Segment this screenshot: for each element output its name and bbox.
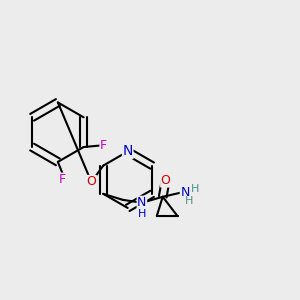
Text: H: H [185,196,193,206]
Text: O: O [161,174,171,187]
Text: F: F [100,139,107,152]
Text: H: H [190,184,199,194]
Text: O: O [86,176,96,188]
Text: N: N [137,196,147,209]
Text: N: N [122,145,133,158]
Text: N: N [180,186,190,199]
Text: H: H [138,209,146,219]
Text: F: F [59,173,66,186]
